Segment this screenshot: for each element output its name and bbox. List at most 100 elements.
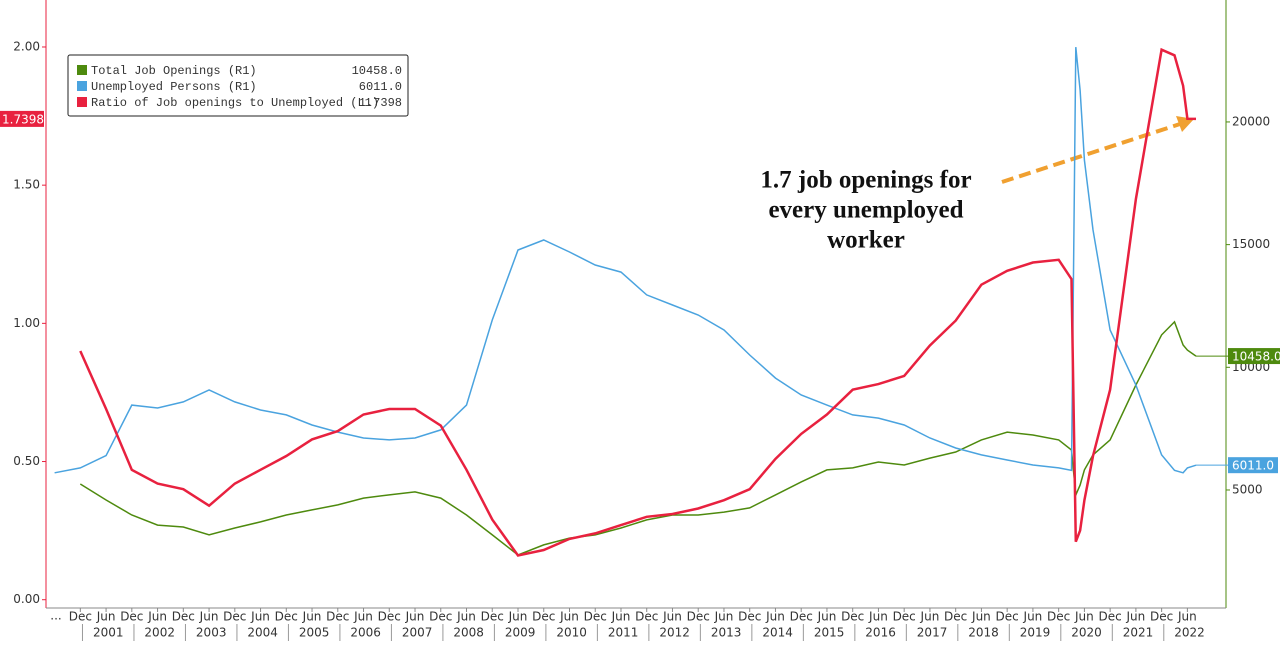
legend-swatch [77,97,87,107]
y-tick-label: 1.50 [13,178,40,192]
x-tick-label: Jun [611,610,631,624]
y2-tick-label: 20000 [1232,114,1270,128]
x-tick-label: Dec [1099,610,1122,624]
year-label: 2001 [93,626,124,640]
year-label: 2017 [917,626,948,640]
last-value-tag: 6011.0 [1195,457,1278,474]
year-label: 2018 [968,626,999,640]
legend-name: Total Job Openings (R1) [91,64,257,78]
x-tick-label: Jun [405,610,425,624]
x-tick-label: Jun [662,610,682,624]
x-tick-label: Jun [1023,610,1043,624]
x-tick-label: Jun [971,610,991,624]
year-label: 2013 [711,626,742,640]
year-label: 2005 [299,626,330,640]
year-label: 2019 [1020,626,1051,640]
legend-swatch [77,65,87,75]
x-tick-label: Dec [893,610,916,624]
annotation-arrow [1001,122,1181,184]
y-tick-label: 0.00 [13,592,40,606]
x-tick-label: Dec [738,610,761,624]
legend-swatch [77,81,87,91]
x-tick-label: Dec [69,610,92,624]
x-tick-label: Jun [868,610,888,624]
x-tick-label: Jun [456,610,476,624]
x-tick-label: Jun [765,610,785,624]
year-label: 2016 [865,626,896,640]
x-tick-label: Dec [532,610,555,624]
x-tick-label: Dec [944,610,967,624]
x-tick-label: Dec [635,610,658,624]
x-tick-label: Dec [120,610,143,624]
year-label: 2021 [1123,626,1154,640]
last-value-box [1228,348,1280,365]
x-tick-label: Dec [326,610,349,624]
year-label: 2004 [247,626,278,640]
last-value-tag: 10458.0 [1195,348,1280,365]
series-line [54,47,1197,474]
x-tick-label: Dec [584,610,607,624]
last-value-label: 1.7398 [2,112,44,126]
y-tick-label: 1.00 [13,316,40,330]
legend-box [67,54,409,117]
year-label: 2020 [1071,626,1102,640]
annotation-text: every unemployed [768,197,963,224]
x-tick-label: Dec [790,610,813,624]
last-value-label: 6011.0 [1232,459,1274,473]
legend-value: 10458.0 [352,64,402,78]
y-tick-label: 2.00 [13,39,40,53]
year-label: 2011 [608,626,639,640]
year-label: 2015 [814,626,845,640]
year-label: 2007 [402,626,433,640]
year-label: 2008 [453,626,484,640]
x-tick-label: Jun [1126,610,1146,624]
x-tick-label: Dec [429,610,452,624]
legend: Total Job Openings (R1) 10458.0 Unemployed… [67,54,409,117]
x-tick-label: Jun [508,610,528,624]
legend-value: 6011.0 [359,80,402,94]
y-tick-label: 0.50 [13,454,40,468]
x-tick-label: Dec [275,610,298,624]
year-label: 2009 [505,626,536,640]
x-tick-label: Jun [714,610,734,624]
x-tick-label: Jun [353,610,373,624]
year-label: 2010 [556,626,587,640]
legend-name: Unemployed Persons (R1) [91,80,257,94]
x-tick-label: Jun [1074,610,1094,624]
year-label: 2003 [196,626,227,640]
series-line [79,320,1197,556]
annotation-text: worker [827,227,905,254]
x-tick-label: Dec [481,610,504,624]
annotation-text: 1.7 job openings for [760,167,971,194]
last-value-tag: 1.7398 [0,110,44,127]
x-tick-label: Dec [1047,610,1070,624]
annotation: 1.7 job openings for every unemployed work… [760,116,1194,254]
x-start-label: ... [50,609,61,623]
x-tick-label: Dec [378,610,401,624]
x-tick-label: Jun [302,610,322,624]
y2-tick-label: 5000 [1232,482,1263,496]
series-line [79,47,1197,557]
year-label: 2012 [659,626,690,640]
x-tick-label: Dec [172,610,195,624]
legend-name: Ratio of Job openings to Unemployed (L1) [91,96,379,110]
year-label: 2006 [350,626,381,640]
x-tick-label: Dec [687,610,710,624]
year-label: 2002 [144,626,175,640]
last-value-box [1228,457,1278,474]
y2-tick-label: 15000 [1232,237,1270,251]
last-value-label: 10458.0 [1232,350,1280,364]
x-tick-label: Jun [559,610,579,624]
x-tick-label: Dec [1150,610,1173,624]
year-label: 2014 [762,626,793,640]
x-tick-label: Jun [147,610,167,624]
x-tick-label: Jun [96,610,116,624]
x-tick-label: Jun [817,610,837,624]
x-tick-label: Jun [920,610,940,624]
x-tick-label: Jun [199,610,219,624]
x-tick-label: Jun [1177,610,1197,624]
x-tick-label: Jun [250,610,270,624]
x-tick-label: Dec [223,610,246,624]
last-value-box [0,110,44,127]
